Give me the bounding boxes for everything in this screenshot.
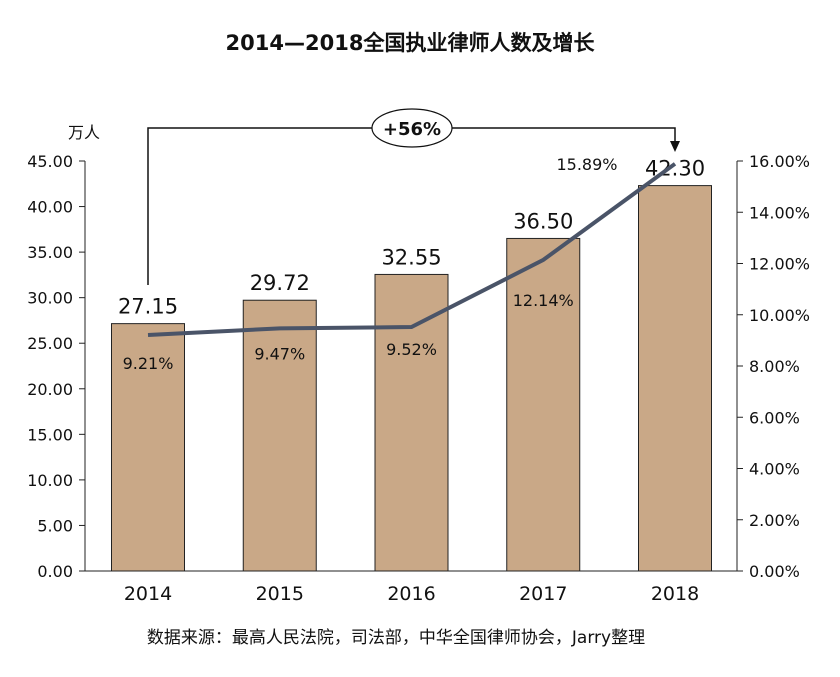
left-tick-label: 5.00 — [37, 516, 73, 535]
right-tick-label: 0.00% — [749, 562, 800, 581]
source-note: 数据来源：最高人民法院，司法部，中华全国律师协会，Jarry整理 — [147, 628, 645, 648]
left-tick-label: 15.00 — [27, 425, 73, 444]
left-tick-label: 0.00 — [37, 562, 73, 581]
left-tick-label: 40.00 — [27, 198, 73, 217]
x-tick-label: 2018 — [651, 583, 699, 605]
arrow-down-icon — [670, 141, 680, 152]
right-tick-label: 2.00% — [749, 511, 800, 530]
right-tick-label: 14.00% — [749, 203, 810, 222]
x-tick-label: 2014 — [124, 583, 172, 605]
left-tick-label: 45.00 — [27, 152, 73, 171]
bar-value-label: 32.55 — [381, 245, 441, 269]
annotation-ellipse — [371, 108, 453, 148]
left-axis-unit: 万人 — [68, 123, 100, 142]
line-value-label: 15.89% — [556, 155, 617, 174]
right-tick-label: 4.00% — [749, 460, 800, 479]
left-tick-label: 35.00 — [27, 243, 73, 262]
x-tick-label: 2016 — [387, 583, 435, 605]
right-tick-label: 16.00% — [749, 152, 810, 171]
line-value-label: 12.14% — [513, 291, 574, 310]
right-tick-label: 12.00% — [749, 255, 810, 274]
right-tick-label: 10.00% — [749, 306, 810, 325]
bar-value-label: 36.50 — [513, 209, 573, 233]
bar — [506, 237, 581, 572]
growth-line — [147, 162, 677, 337]
bar — [374, 273, 449, 572]
line-value-label: 9.52% — [386, 340, 437, 359]
bar — [111, 323, 185, 572]
left-tick-label: 10.00 — [27, 471, 73, 490]
x-tick-label: 2017 — [519, 583, 567, 605]
bar-value-label: 27.15 — [118, 295, 178, 319]
line-value-label: 9.47% — [254, 344, 305, 363]
x-tick-label: 2015 — [256, 583, 304, 605]
bar-value-label: 29.72 — [250, 271, 310, 295]
left-tick-label: 20.00 — [27, 380, 73, 399]
bar — [242, 299, 317, 572]
chart-title: 2014—2018全国执业律师人数及增长 — [226, 31, 596, 55]
left-tick-label: 25.00 — [27, 334, 73, 353]
left-tick-label: 30.00 — [27, 289, 73, 308]
growth-annotation: +56% — [383, 119, 441, 140]
right-tick-label: 6.00% — [749, 408, 800, 427]
line-value-label: 9.21% — [123, 354, 174, 373]
right-tick-label: 8.00% — [749, 357, 800, 376]
bar — [638, 185, 712, 572]
